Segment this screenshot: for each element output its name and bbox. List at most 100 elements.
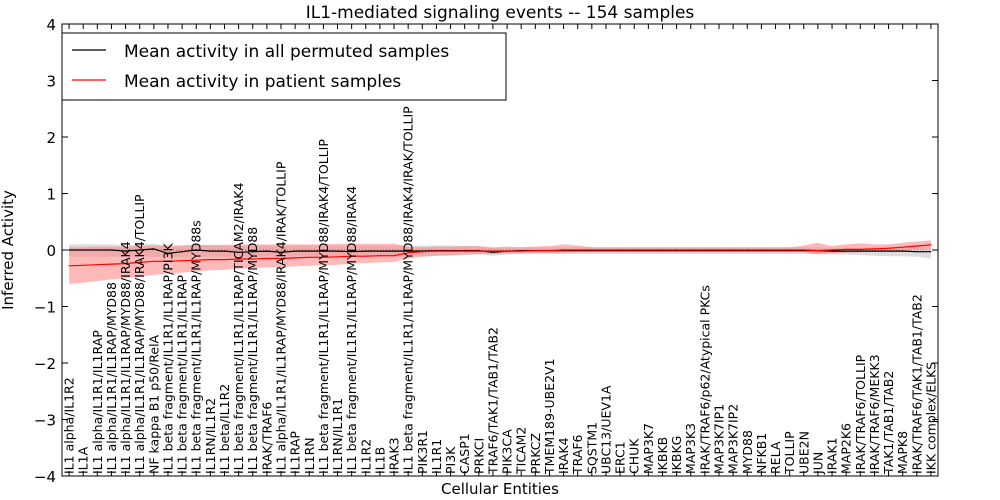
- point-patient: [379, 255, 381, 257]
- x-tick-label: MAP3K3: [683, 423, 698, 474]
- point-patient: [308, 256, 310, 258]
- point-patient: [690, 249, 692, 251]
- y-tick-label: 1: [46, 186, 56, 204]
- point-permuted: [125, 250, 127, 252]
- x-tick-label: TRAF6: [570, 434, 585, 475]
- y-axis-label: Inferred Activity: [0, 190, 17, 310]
- point-patient: [223, 259, 226, 261]
- x-tick-label: PIK3R1: [415, 430, 430, 474]
- x-tick-label: CHUK: [627, 438, 642, 474]
- point-permuted: [209, 250, 211, 252]
- band-patient: [69, 240, 931, 284]
- point-permuted: [916, 251, 918, 253]
- point-permuted: [139, 249, 141, 251]
- point-permuted: [902, 250, 904, 252]
- x-tick-label: IKK complex/ELKS: [923, 362, 938, 474]
- point-permuted: [167, 252, 169, 254]
- legend-label-patient: Mean activity in patient samples: [124, 72, 401, 92]
- x-tick-label: IRAK1: [825, 437, 840, 474]
- x-tick-label: MAP2K6: [839, 423, 854, 474]
- line-patient: [69, 244, 931, 267]
- x-tick-label: MYD88: [740, 430, 755, 474]
- point-permuted: [223, 250, 226, 252]
- point-patient: [520, 250, 522, 252]
- x-tick-label: IL1 beta fragment/IL1R1/IL1RAP: [175, 274, 190, 474]
- point-patient: [449, 250, 452, 252]
- point-patient: [506, 250, 508, 252]
- x-tick-label: PIK3CA: [500, 429, 515, 474]
- point-patient: [82, 264, 84, 266]
- x-tick-label: TRAF6/TAK1/TAB1/TAB2: [485, 327, 500, 475]
- x-tick-label: NF kappa B1 p50/RelA: [146, 334, 161, 474]
- point-permuted: [845, 250, 847, 252]
- x-tick-label: IRAK/TRAF6/p62/Atypical PKCs: [697, 285, 712, 474]
- x-tick-label: TMEM189-UBE2V1: [542, 358, 557, 475]
- point-patient: [902, 246, 904, 248]
- x-tick-label: MAPK8: [895, 431, 910, 474]
- x-tick-label: IL1 alpha/IL1R1/IL1RAP: [90, 330, 105, 474]
- point-patient: [266, 257, 268, 260]
- x-tick-label: PRKCZ: [528, 433, 543, 474]
- x-tick-label: NFKB1: [754, 433, 769, 474]
- x-tick-label: IL1 beta fragment/IL1R1/IL1RAP/TICAM2/IR…: [231, 183, 246, 474]
- x-tick-label: MAP3K7: [641, 423, 656, 474]
- x-tick-label: JUN: [810, 452, 825, 475]
- point-patient: [774, 249, 777, 251]
- y-tick-label: 0: [46, 242, 56, 260]
- x-tick-label: IL1RN/IL1R1: [330, 398, 345, 474]
- point-patient: [209, 259, 211, 261]
- point-patient: [195, 259, 197, 261]
- x-tick-label: RELA: [768, 441, 783, 474]
- point-permuted: [195, 249, 197, 251]
- x-tick-label: IL1 beta fragment/IL1R1/IL1RAP/MYD88/IRA…: [316, 139, 331, 474]
- point-permuted: [831, 250, 833, 252]
- point-permuted: [153, 248, 155, 250]
- point-permuted: [887, 250, 890, 252]
- y-tick-label: −1: [34, 299, 56, 317]
- x-tick-label: IL1R2: [358, 439, 373, 474]
- x-tick-label: MAP3K7IP1: [712, 404, 727, 474]
- point-patient: [478, 250, 480, 252]
- point-permuted: [280, 251, 282, 253]
- point-patient: [534, 250, 536, 252]
- x-tick-label: IL1RN/IL1R2: [203, 398, 218, 474]
- point-patient: [548, 250, 551, 252]
- point-patient: [238, 258, 240, 260]
- point-patient: [647, 249, 650, 251]
- x-tick-label: CASP1: [457, 433, 472, 474]
- point-patient: [916, 245, 918, 247]
- x-tick-label: IRAK4: [556, 437, 571, 474]
- point-permuted: [238, 251, 240, 253]
- point-patient: [930, 244, 932, 246]
- point-permuted: [873, 250, 876, 252]
- x-axis-label: Cellular Entities: [441, 480, 559, 498]
- point-permuted: [492, 251, 494, 253]
- x-tick-label: IKBKG: [669, 436, 684, 474]
- point-permuted: [110, 249, 113, 251]
- point-patient: [167, 260, 169, 262]
- point-patient: [789, 249, 791, 251]
- point-patient: [139, 261, 141, 263]
- x-tick-label: IL1 alpha/IL1R1/IL1RAP/MYD88/IRAK4/TOLLI…: [132, 194, 147, 474]
- x-tick-label: IL1R1: [429, 439, 444, 474]
- x-tick-label: MAP3K7IP2: [726, 404, 741, 474]
- x-tick-label: IL1 beta fragment/IL1R1/IL1RAP/MYD88/IRA…: [401, 106, 416, 474]
- x-tick-label: IL1 beta fragment/IL1R1/IL1RAP/MYD88/IRA…: [344, 186, 359, 474]
- y-tick-label: −4: [34, 468, 56, 486]
- x-tick-label: IL1RN: [302, 437, 317, 474]
- point-patient: [831, 249, 833, 251]
- point-permuted: [252, 251, 254, 253]
- x-tick-label: IL1RAP: [288, 431, 303, 474]
- point-permuted: [294, 250, 296, 252]
- x-tick-label: IL1B: [372, 447, 387, 474]
- point-patient: [421, 251, 423, 253]
- x-tick-label: UBC13/UEV1A: [599, 385, 614, 474]
- point-patient: [633, 249, 635, 251]
- point-permuted: [181, 251, 183, 253]
- point-patient: [407, 252, 409, 254]
- x-tick-label: IL1 alpha/IL1R1/IL1RAP/MYD88: [104, 282, 119, 474]
- point-permuted: [930, 251, 932, 253]
- point-patient: [464, 250, 466, 252]
- point-permuted: [859, 250, 861, 252]
- x-tick-label: IL1 beta fragment/IL1R1/IL1RAP/PI3K: [161, 243, 176, 474]
